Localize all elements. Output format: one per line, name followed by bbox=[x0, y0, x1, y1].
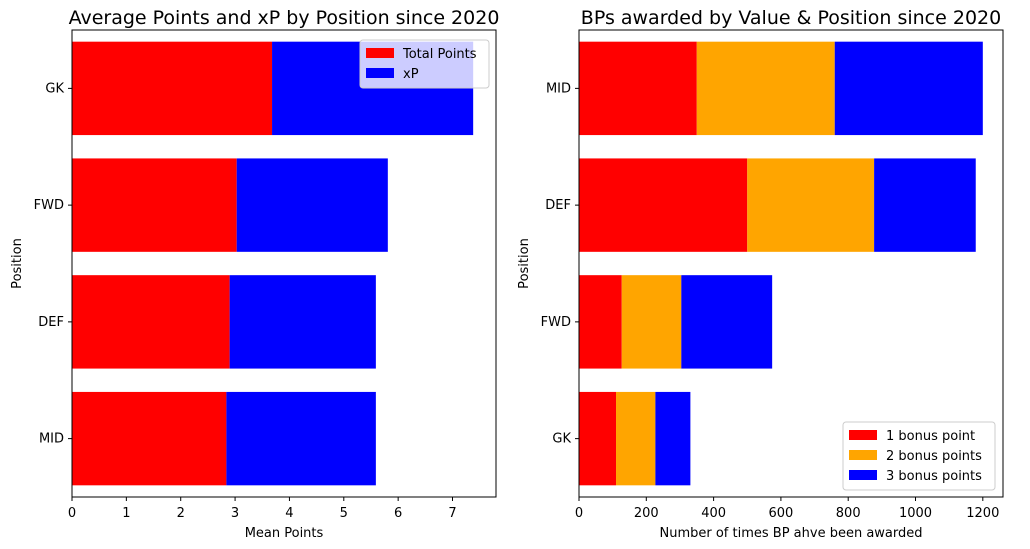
y-axis-label: Position bbox=[517, 238, 532, 289]
x-tick-label: 6 bbox=[394, 506, 402, 521]
bar-fwd-series-2 bbox=[236, 158, 388, 252]
chart-title: BPs awarded by Value & Position since 20… bbox=[581, 7, 1001, 29]
bar-mid-series-2 bbox=[696, 41, 835, 136]
bar-gk-series-1 bbox=[579, 391, 617, 486]
x-tick-label: 200 bbox=[634, 506, 659, 521]
x-axis-label: Mean Points bbox=[245, 526, 324, 541]
bar-def-series-1 bbox=[579, 158, 748, 252]
y-tick-label: GK bbox=[45, 81, 64, 96]
bar-def-series-3 bbox=[874, 158, 976, 252]
y-tick-label: DEF bbox=[38, 315, 64, 330]
x-axis-label: Number of times BP ahve been awarded bbox=[659, 526, 922, 541]
x-tick-label: 1000 bbox=[899, 506, 932, 521]
bar-mid-series-1 bbox=[72, 391, 227, 486]
legend-swatch bbox=[366, 68, 394, 78]
x-tick-label: 4 bbox=[285, 506, 293, 521]
bar-mid-series-2 bbox=[226, 391, 376, 486]
bar-gk-series-3 bbox=[655, 391, 691, 486]
axes-frame bbox=[71, 29, 497, 498]
legend-swatch bbox=[849, 470, 877, 480]
legend: 1 bonus point 2 bonus points 3 bonus point… bbox=[842, 421, 996, 491]
chart-panel-2: MID DEF FWD GK 0 200 400 600 800 1000 1200 1 bonus … bbox=[541, 29, 1004, 521]
chart-title: Average Points and xP by Position since … bbox=[69, 7, 500, 29]
legend-label: xP bbox=[403, 67, 419, 82]
x-tick-label: 400 bbox=[701, 506, 726, 521]
y-axis-label: Position bbox=[10, 238, 25, 289]
x-tick-label: 1 bbox=[122, 506, 130, 521]
y-tick-label: MID bbox=[546, 81, 571, 96]
bar-fwd-series-3 bbox=[681, 275, 773, 369]
bar-mid-series-1 bbox=[579, 41, 697, 136]
legend-label: 3 bonus points bbox=[886, 469, 982, 484]
x-tick-label: 800 bbox=[836, 506, 861, 521]
axes-frame bbox=[578, 29, 1004, 498]
x-tick-label: 0 bbox=[68, 506, 76, 521]
bar-def-series-2 bbox=[747, 158, 875, 252]
bar-gk-series-2 bbox=[616, 391, 656, 486]
bar-fwd-series-1 bbox=[579, 275, 622, 369]
y-tick-label: FWD bbox=[541, 315, 571, 330]
legend-swatch bbox=[849, 450, 877, 460]
x-tick-label: 1200 bbox=[966, 506, 999, 521]
y-tick-label: MID bbox=[39, 432, 64, 447]
legend-label: 2 bonus points bbox=[886, 449, 982, 464]
x-tick-label: 3 bbox=[231, 506, 239, 521]
x-tick-label: 2 bbox=[177, 506, 185, 521]
legend-swatch bbox=[849, 430, 877, 440]
bar-gk-series-1 bbox=[72, 41, 273, 136]
bar-def-series-2 bbox=[229, 275, 376, 369]
x-tick-label: 5 bbox=[340, 506, 348, 521]
chart-panel-1: GK FWD DEF MID 0 1 2 3 4 5 6 7 Total Points xP bbox=[34, 29, 497, 521]
bar-mid-series-3 bbox=[834, 41, 983, 136]
y-tick-label: DEF bbox=[545, 198, 571, 213]
y-tick-label: FWD bbox=[34, 198, 64, 213]
legend-label: 1 bonus point bbox=[886, 429, 975, 444]
bar-fwd-series-1 bbox=[72, 158, 237, 252]
legend-box bbox=[842, 421, 996, 491]
x-tick-label: 7 bbox=[448, 506, 456, 521]
x-tick-label: 0 bbox=[575, 506, 583, 521]
legend-label: Total Points bbox=[402, 47, 477, 62]
y-tick-label: GK bbox=[552, 432, 571, 447]
legend: Total Points xP bbox=[359, 39, 490, 89]
bar-fwd-series-2 bbox=[621, 275, 682, 369]
legend-swatch bbox=[366, 48, 394, 58]
bar-def-series-1 bbox=[72, 275, 230, 369]
x-tick-label: 600 bbox=[768, 506, 793, 521]
